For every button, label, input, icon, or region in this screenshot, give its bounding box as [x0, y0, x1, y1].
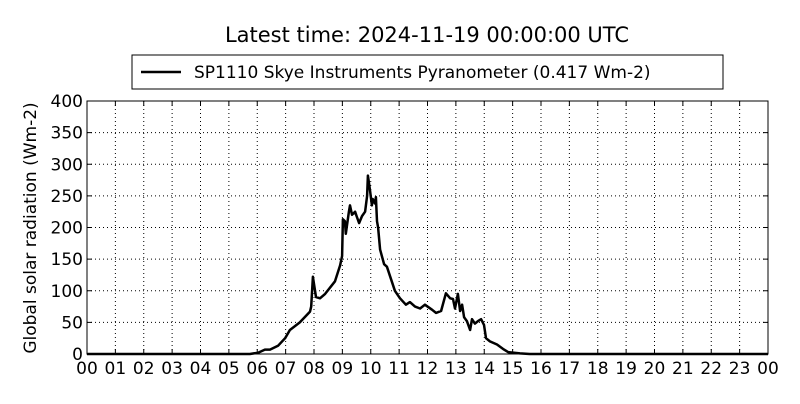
legend-label: SP1110 Skye Instruments Pyranometer (0.4… [194, 63, 651, 83]
legend: SP1110 Skye Instruments Pyranometer (0.4… [131, 54, 724, 90]
y-tick-label: 350 [51, 124, 83, 144]
y-axis: 0 50 100 150 200 250 300 350 400 [51, 92, 768, 365]
x-tick-label: 21 [672, 359, 694, 379]
x-tick-label: 23 [729, 359, 751, 379]
y-axis-label: Global solar radiation (Wm-2) [21, 102, 41, 353]
chart-title: Latest time: 2024-11-19 00:00:00 UTC [225, 23, 629, 47]
x-tick-label: 08 [303, 359, 325, 379]
x-tick-label: 04 [190, 359, 212, 379]
x-tick-label: 13 [445, 359, 467, 379]
series-line-pyranometer [87, 174, 768, 356]
y-tick-label: 0 [72, 345, 83, 365]
y-tick-label: 50 [61, 313, 83, 333]
x-tick-label: 18 [587, 359, 609, 379]
x-axis: 00 01 02 03 04 05 06 07 08 09 10 11 12 13 14 15 16 17 18 19… [76, 101, 779, 379]
x-tick-label: 12 [417, 359, 439, 379]
x-tick-label: 09 [332, 359, 354, 379]
x-tick-label: 19 [615, 359, 637, 379]
y-tick-label: 200 [51, 219, 83, 239]
x-tick-label: 20 [644, 359, 666, 379]
x-tick-label: 16 [530, 359, 552, 379]
legend-box [131, 54, 724, 90]
x-tick-label: 05 [218, 359, 240, 379]
y-tick-label: 400 [51, 92, 83, 112]
x-tick-label: 00 [757, 359, 779, 379]
x-tick-label: 06 [246, 359, 268, 379]
x-tick-label: 01 [105, 359, 127, 379]
x-tick-label: 11 [388, 359, 410, 379]
x-tick-label: 14 [473, 359, 495, 379]
x-tick-label: 17 [559, 359, 581, 379]
y-tick-label: 150 [51, 250, 83, 270]
x-tick-label: 10 [360, 359, 382, 379]
x-tick-label: 03 [161, 359, 183, 379]
x-tick-label: 02 [133, 359, 155, 379]
x-tick-label: 07 [275, 359, 297, 379]
x-tick-label: 22 [700, 359, 722, 379]
y-tick-label: 300 [51, 155, 83, 175]
grid [87, 101, 768, 354]
x-tick-label: 15 [502, 359, 524, 379]
y-tick-label: 100 [51, 282, 83, 302]
x-tick-label: 00 [76, 359, 98, 379]
y-tick-label: 250 [51, 187, 83, 207]
